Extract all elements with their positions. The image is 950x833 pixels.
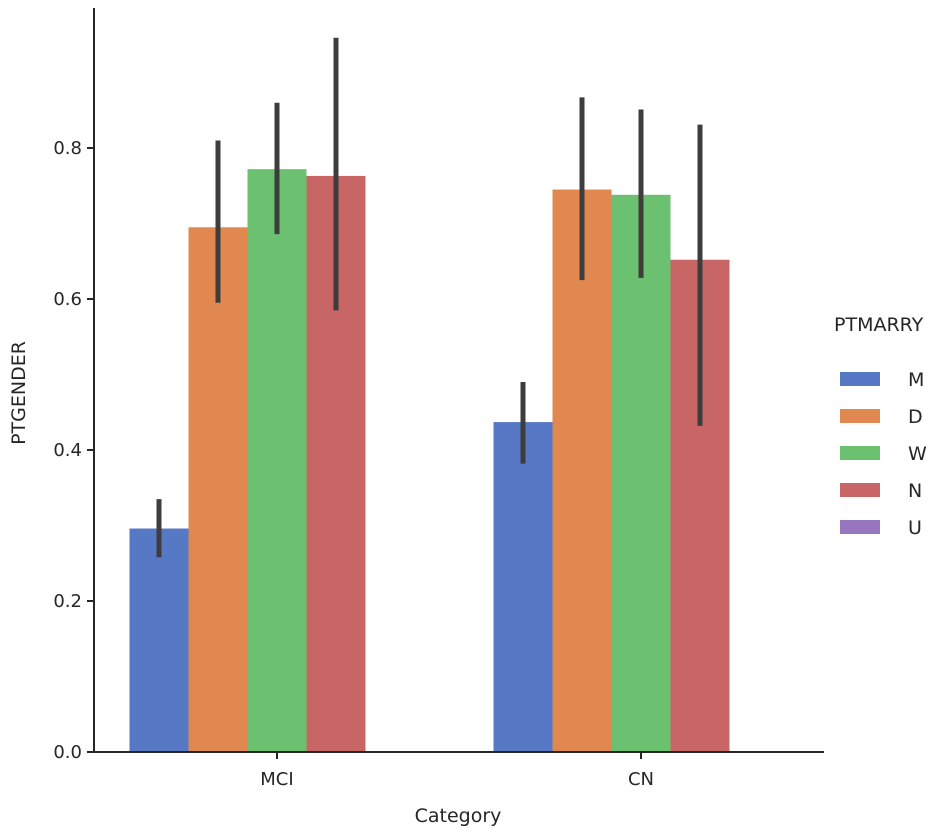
legend-swatch xyxy=(840,409,880,423)
legend-swatch xyxy=(840,520,880,534)
y-tick-label: 0.0 xyxy=(53,742,82,763)
legend-item-M: M xyxy=(840,369,924,391)
y-tick-label: 0.6 xyxy=(53,289,82,310)
legend-label: W xyxy=(908,443,927,465)
bar-M-CN xyxy=(493,422,553,752)
legend-swatch xyxy=(840,483,880,497)
bar-W-MCI xyxy=(247,169,307,752)
legend-swatch xyxy=(840,372,880,386)
bar-W-CN xyxy=(611,194,671,752)
x-tick-label-mci: MCI xyxy=(260,769,293,790)
x-axis: MCI CN xyxy=(94,751,824,790)
legend-item-N: N xyxy=(840,480,922,502)
y-tick-label: 0.8 xyxy=(53,138,82,159)
legend-label: D xyxy=(908,406,923,428)
bar-D-MCI xyxy=(188,227,248,752)
y-tick-label: 0.4 xyxy=(53,440,82,461)
y-axis: 0.0 0.2 0.4 0.6 0.8 xyxy=(53,8,95,763)
y-axis-label: PTGENDER xyxy=(8,341,30,445)
plot-area xyxy=(129,37,730,752)
bar-D-CN xyxy=(552,189,612,752)
legend-label: M xyxy=(908,369,924,391)
x-tick-label-cn: CN xyxy=(628,769,654,790)
legend-item-U: U xyxy=(840,517,922,539)
legend-label: U xyxy=(908,517,922,539)
x-axis-label: Category xyxy=(415,805,502,827)
legend-item-D: D xyxy=(840,406,923,428)
bar-M-MCI xyxy=(129,528,189,752)
legend-swatch xyxy=(840,446,880,460)
y-tick-label: 0.2 xyxy=(53,591,82,612)
legend-label: N xyxy=(908,480,922,502)
legend-item-W: W xyxy=(840,443,927,465)
legend-title: PTMARRY xyxy=(834,314,924,336)
